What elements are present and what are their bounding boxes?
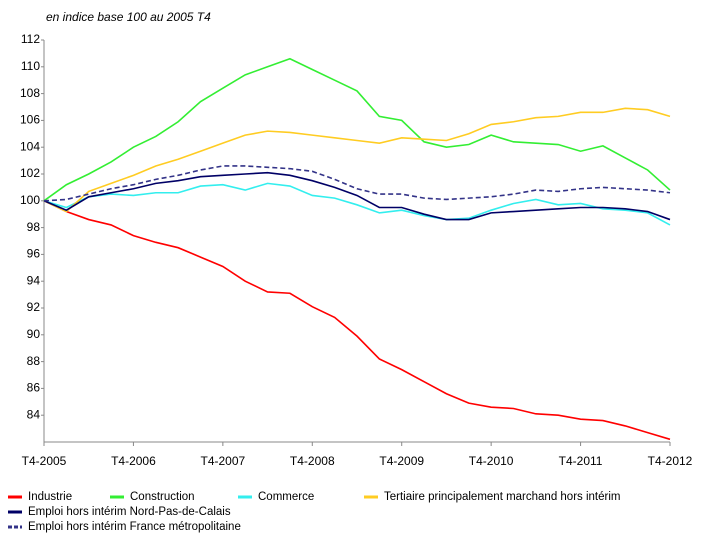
series-line	[43, 107, 671, 213]
x-tick-label: T4-2006	[111, 454, 156, 468]
y-tick-label: 84	[27, 407, 41, 421]
x-tick-label: T4-2008	[290, 454, 335, 468]
y-tick-label: 88	[27, 354, 41, 368]
x-tick-label: T4-2012	[648, 454, 693, 468]
y-tick-label: 104	[20, 139, 40, 153]
legend-label: Construction	[130, 491, 195, 503]
legend-label: Commerce	[258, 491, 314, 503]
y-tick-label: 108	[20, 86, 40, 100]
x-tick-label: T4-2009	[379, 454, 424, 468]
x-tick-label: T4-2010	[469, 454, 514, 468]
series-line	[43, 200, 671, 441]
legend-label: Tertiaire principalement marchand hors i…	[384, 491, 621, 503]
chart-title: en indice base 100 au 2005 T4	[46, 10, 211, 24]
series-line	[43, 171, 671, 221]
y-tick-label: 86	[27, 381, 41, 395]
y-tick-label: 92	[27, 300, 41, 314]
y-tick-label: 110	[21, 59, 40, 73]
x-tick-label: T4-2011	[559, 454, 603, 468]
series-line	[43, 57, 671, 202]
y-tick-label: 102	[20, 166, 40, 180]
y-tick-label: 98	[27, 220, 41, 234]
y-tick-label: 96	[27, 247, 41, 261]
y-tick-label: 90	[27, 327, 41, 341]
legend-label: Emploi hors intérim Nord-Pas-de-Calais	[28, 506, 231, 518]
series-line	[43, 165, 671, 202]
series-line	[43, 182, 671, 226]
legend-label: Emploi hors intérim France métropolitain…	[28, 521, 241, 533]
legend-label: Industrie	[28, 491, 72, 503]
y-tick-label: 112	[21, 32, 40, 46]
x-tick-label: T4-2007	[201, 454, 246, 468]
y-tick-label: 100	[20, 193, 40, 207]
x-tick-label: T4-2005	[22, 454, 67, 468]
y-tick-label: 106	[20, 113, 40, 127]
y-tick-label: 94	[27, 273, 41, 287]
